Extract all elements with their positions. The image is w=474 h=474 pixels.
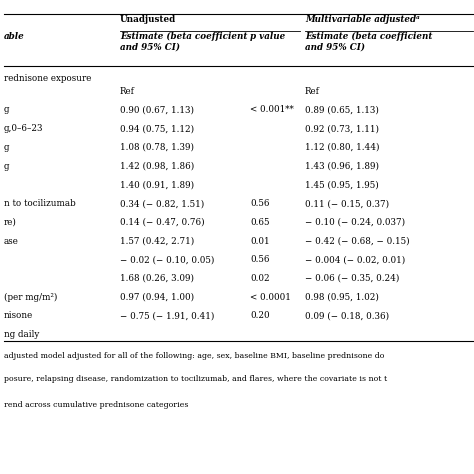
Text: adjusted model adjusted for all of the following: age, sex, baseline BMI, baseli: adjusted model adjusted for all of the f… [4,353,384,360]
Text: 0.09 (− 0.18, 0.36): 0.09 (− 0.18, 0.36) [305,311,389,320]
Text: 0.02: 0.02 [250,274,270,283]
Text: 1.68 (0.26, 3.09): 1.68 (0.26, 3.09) [120,274,194,283]
Text: n to tocilizumab: n to tocilizumab [4,199,76,208]
Text: rend across cumulative prednisone categories: rend across cumulative prednisone catego… [4,401,188,409]
Text: Estimate (beta coefficient
and 95% CI): Estimate (beta coefficient and 95% CI) [305,32,432,52]
Text: posure, relapsing disease, randomization to tocilizumab, and flares, where the c: posure, relapsing disease, randomization… [4,375,387,383]
Text: − 0.06 (− 0.35, 0.24): − 0.06 (− 0.35, 0.24) [305,274,400,283]
Text: 1.42 (0.98, 1.86): 1.42 (0.98, 1.86) [120,162,194,171]
Text: 0.56: 0.56 [250,199,270,208]
Text: 0.01: 0.01 [250,237,270,246]
Text: 0.56: 0.56 [250,255,270,264]
Text: 1.45 (0.95, 1.95): 1.45 (0.95, 1.95) [305,181,379,189]
Text: 0.92 (0.73, 1.11): 0.92 (0.73, 1.11) [305,124,379,133]
Text: g,0–6–23: g,0–6–23 [4,124,44,133]
Text: 0.65: 0.65 [250,218,270,227]
Text: Ref: Ref [305,87,320,96]
Text: 0.34 (− 0.82, 1.51): 0.34 (− 0.82, 1.51) [120,199,204,208]
Text: − 0.75 (− 1.91, 0.41): − 0.75 (− 1.91, 0.41) [120,311,214,320]
Text: g: g [4,143,9,152]
Text: able: able [4,32,25,41]
Text: nisone: nisone [4,311,33,320]
Text: Estimate (beta coefficient
and 95% CI): Estimate (beta coefficient and 95% CI) [120,32,247,52]
Text: < 0.0001: < 0.0001 [250,293,291,301]
Text: 1.12 (0.80, 1.44): 1.12 (0.80, 1.44) [305,143,380,152]
Text: (per mg/m²): (per mg/m²) [4,293,57,302]
Text: 0.94 (0.75, 1.12): 0.94 (0.75, 1.12) [120,124,194,133]
Text: 1.57 (0.42, 2.71): 1.57 (0.42, 2.71) [120,237,194,246]
Text: − 0.004 (− 0.02, 0.01): − 0.004 (− 0.02, 0.01) [305,255,405,264]
Text: ng daily: ng daily [4,330,39,339]
Text: ase: ase [4,237,19,246]
Text: 0.98 (0.95, 1.02): 0.98 (0.95, 1.02) [305,293,379,301]
Text: Multivariable adjustedᵃ: Multivariable adjustedᵃ [305,15,420,24]
Text: Ref: Ref [120,87,135,96]
Text: 1.08 (0.78, 1.39): 1.08 (0.78, 1.39) [120,143,194,152]
Text: 1.43 (0.96, 1.89): 1.43 (0.96, 1.89) [305,162,379,171]
Text: rednisone exposure: rednisone exposure [4,74,91,83]
Text: 0.20: 0.20 [250,311,270,320]
Text: g: g [4,106,9,114]
Text: 0.11 (− 0.15, 0.37): 0.11 (− 0.15, 0.37) [305,199,389,208]
Text: 1.40 (0.91, 1.89): 1.40 (0.91, 1.89) [120,181,194,189]
Text: < 0.001**: < 0.001** [250,106,294,114]
Text: p value: p value [250,32,285,41]
Text: 0.14 (− 0.47, 0.76): 0.14 (− 0.47, 0.76) [120,218,205,227]
Text: 0.90 (0.67, 1.13): 0.90 (0.67, 1.13) [120,106,194,114]
Text: Unadjusted: Unadjusted [120,15,176,24]
Text: re): re) [4,218,17,227]
Text: − 0.10 (− 0.24, 0.037): − 0.10 (− 0.24, 0.037) [305,218,405,227]
Text: − 0.42 (− 0.68, − 0.15): − 0.42 (− 0.68, − 0.15) [305,237,410,246]
Text: − 0.02 (− 0.10, 0.05): − 0.02 (− 0.10, 0.05) [120,255,214,264]
Text: g: g [4,162,9,171]
Text: 0.89 (0.65, 1.13): 0.89 (0.65, 1.13) [305,106,379,114]
Text: 0.97 (0.94, 1.00): 0.97 (0.94, 1.00) [120,293,194,301]
